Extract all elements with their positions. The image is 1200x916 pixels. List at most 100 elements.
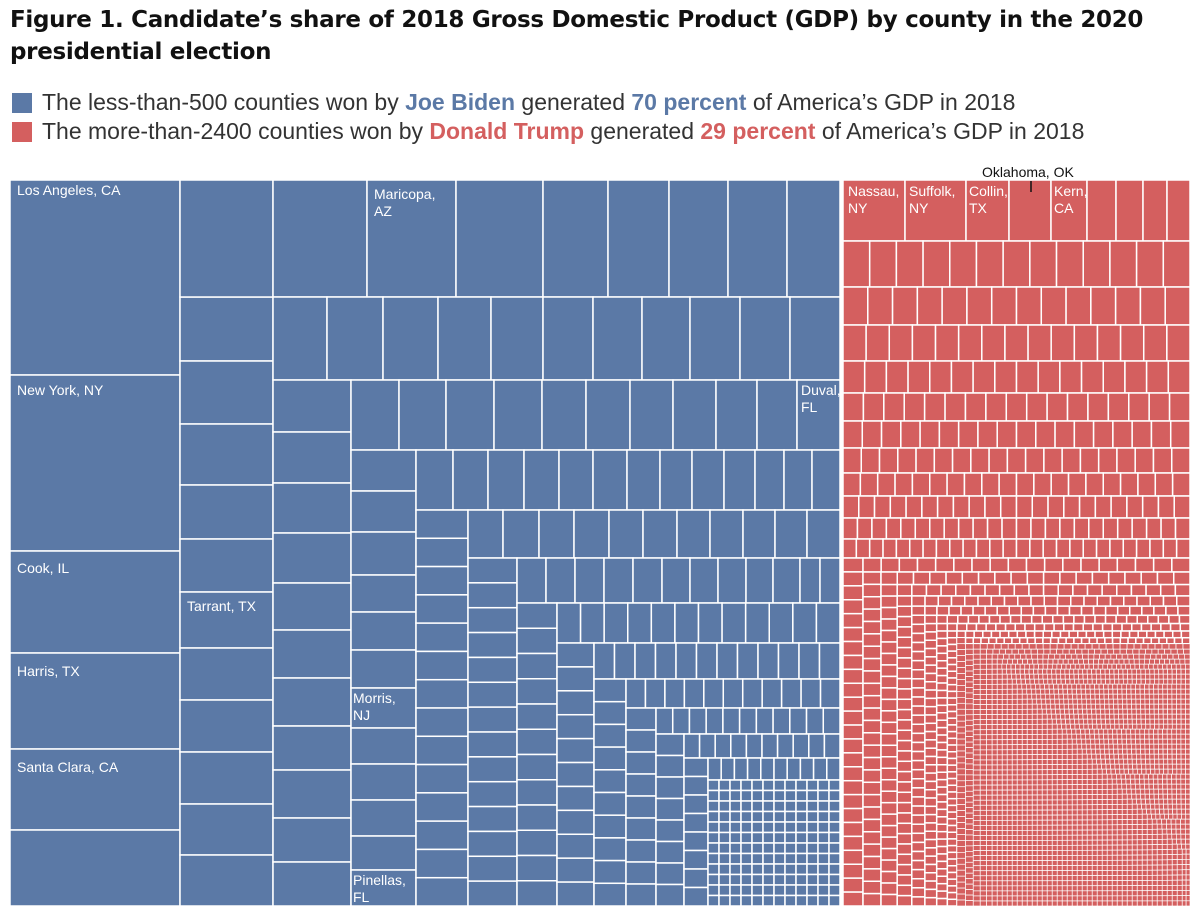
county-cell	[1071, 764, 1078, 770]
county-cell	[996, 759, 1003, 766]
county-cell	[1136, 614, 1149, 625]
county-cell	[1081, 860, 1088, 866]
county-cell	[1173, 495, 1191, 519]
county-cell	[1036, 739, 1043, 745]
county-cell	[707, 894, 720, 907]
county-cell	[592, 449, 628, 511]
county-cell	[1176, 673, 1182, 680]
county-cell	[1120, 773, 1126, 780]
county-cell	[1176, 895, 1183, 902]
county-cell	[1056, 824, 1063, 831]
county-cell	[1115, 614, 1128, 625]
county-cell	[1056, 769, 1063, 776]
county-cell	[946, 771, 958, 780]
county-cell	[1021, 895, 1028, 902]
county-cell	[1176, 859, 1183, 866]
county-cell	[541, 379, 587, 451]
county-cell	[1042, 583, 1059, 597]
county-cell	[986, 794, 993, 801]
county-cell	[1149, 595, 1165, 607]
county-cell	[1076, 784, 1083, 791]
county-cell	[1096, 880, 1103, 887]
county-cell	[1060, 678, 1066, 685]
county-cell	[1024, 663, 1030, 670]
county-cell	[1084, 728, 1090, 735]
county-cell	[1041, 744, 1048, 750]
county-cell	[1091, 713, 1097, 720]
county-cell	[1056, 779, 1063, 786]
county-cell	[1154, 723, 1160, 730]
county-cell	[1105, 643, 1114, 650]
county-cell	[996, 420, 1018, 449]
county-cell	[1159, 808, 1165, 815]
county-cell	[516, 880, 558, 907]
county-cell	[1158, 723, 1164, 730]
county-cell	[1066, 728, 1072, 735]
county-cell	[1042, 668, 1048, 675]
county-cell	[1161, 643, 1170, 650]
county-cell	[1166, 683, 1173, 690]
county-cell	[1146, 854, 1153, 861]
county-cell	[950, 360, 974, 394]
county-cell	[1153, 683, 1159, 690]
county-cell	[1006, 698, 1013, 705]
county-cell	[625, 839, 657, 863]
county-cell	[1071, 804, 1078, 811]
county-cell	[1181, 884, 1187, 891]
county-cell	[996, 704, 1003, 710]
county-cell	[979, 825, 987, 831]
county-cell	[1086, 849, 1093, 856]
county-cell	[1083, 723, 1089, 730]
county-cell	[1096, 824, 1103, 831]
county-cell	[1119, 648, 1127, 655]
county-cell	[1029, 673, 1035, 680]
county-cell	[1059, 571, 1077, 586]
county-cell	[979, 885, 987, 892]
county-cell	[1117, 698, 1123, 705]
county-cell	[873, 495, 892, 519]
county-cell	[817, 852, 830, 865]
county-cell	[1121, 859, 1128, 866]
county-cell	[729, 810, 742, 823]
county-cell	[1076, 738, 1082, 745]
county-cell	[1139, 728, 1145, 735]
county-cell	[1071, 850, 1078, 856]
county-cell	[979, 684, 987, 690]
county-cell	[1127, 713, 1133, 720]
county-cell	[1029, 240, 1058, 288]
county-cell	[1100, 668, 1106, 675]
county-cell	[707, 821, 720, 834]
county-cell	[1161, 823, 1167, 830]
county-cell	[1011, 870, 1018, 877]
county-cell	[1121, 693, 1128, 700]
county-cell	[1008, 653, 1016, 660]
county-cell	[792, 602, 818, 644]
county-cell	[1001, 517, 1018, 540]
county-cell	[1006, 890, 1013, 897]
county-cell	[946, 677, 958, 686]
county-cell	[911, 669, 926, 680]
county-cell	[1158, 693, 1164, 700]
county-cell	[1148, 733, 1154, 740]
county-cell	[1109, 673, 1115, 680]
county-cell	[1070, 663, 1076, 670]
county-cell	[1101, 860, 1108, 866]
county-cell	[1176, 718, 1182, 725]
legend: The less-than-500 counties won by Joe Bi…	[12, 88, 1084, 146]
county-cell	[1066, 834, 1073, 841]
county-cell	[1025, 683, 1032, 690]
county-cell	[746, 757, 762, 781]
county-cell	[272, 629, 352, 679]
county-cell	[1110, 763, 1116, 770]
county-cell	[972, 825, 981, 831]
county-cell	[1126, 859, 1133, 866]
county-cell	[868, 240, 898, 288]
county-cell	[1181, 843, 1187, 850]
county-cell	[1076, 844, 1083, 851]
county-cell	[1161, 859, 1168, 866]
county-cell	[1118, 718, 1124, 725]
county-cell	[625, 729, 657, 753]
county-cell	[1066, 392, 1089, 422]
county-cell	[972, 804, 981, 811]
